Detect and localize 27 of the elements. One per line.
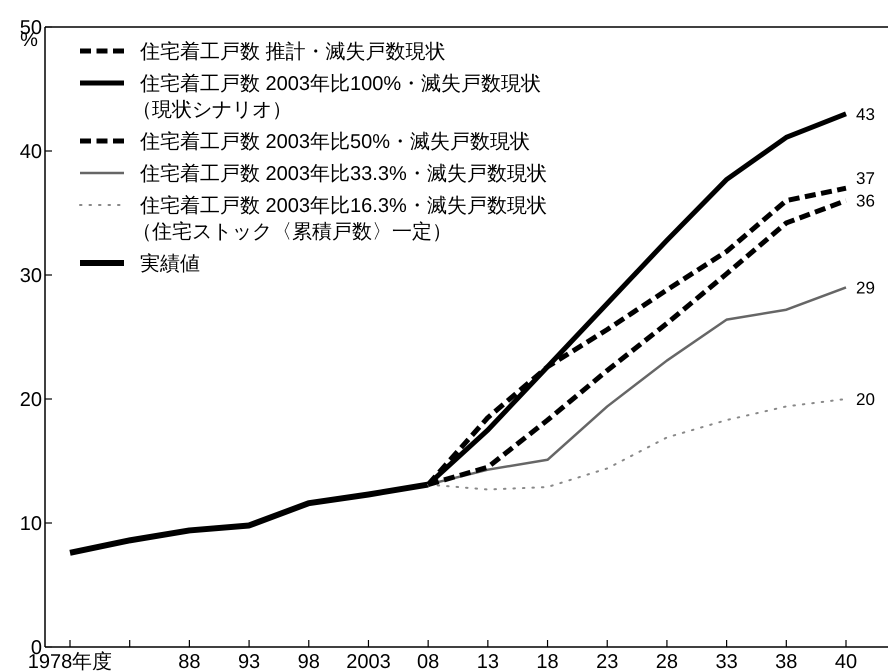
data-label: 20 xyxy=(856,390,875,409)
data-label: 37 xyxy=(856,169,875,188)
data-label: 36 xyxy=(856,192,875,211)
x-tick-label: 33 xyxy=(715,651,738,671)
x-tick-label: 28 xyxy=(656,651,678,671)
data-label: 43 xyxy=(856,104,875,124)
x-tick-label: 38 xyxy=(775,651,798,671)
y-tick-label: 30 xyxy=(20,265,42,287)
x-tick-label: 93 xyxy=(238,651,260,671)
x-tick-label: 13 xyxy=(476,651,499,671)
x-tick-label: 18 xyxy=(536,651,559,671)
x-tick-label: 88 xyxy=(178,651,201,671)
legend-label: 住宅着工戸数 2003年比16.3%・滅失戸数現状（住宅ストック〈累積戸数〉一定） xyxy=(132,194,547,243)
y-tick-label: 20 xyxy=(20,389,42,411)
legend-label: 住宅着工戸数 2003年比50%・滅失戸数現状 xyxy=(139,130,530,153)
x-tick-label: 23 xyxy=(596,651,618,671)
legend-label: 住宅着工戸数 2003年比100%・滅失戸数現状（現状シナリオ） xyxy=(132,72,542,121)
legend-label: 住宅着工戸数 推計・滅失戸数現状 xyxy=(139,40,446,63)
x-tick-label: 40 xyxy=(834,651,858,671)
data-label: 29 xyxy=(856,278,875,298)
legend-label: 実績値 xyxy=(140,252,200,275)
x-tick-label: 08 xyxy=(417,651,440,671)
y-tick-label: 40 xyxy=(20,141,42,163)
legend-label: 住宅着工戸数 2003年比33.3%・滅失戸数現状 xyxy=(139,162,547,185)
x-tick-label: 98 xyxy=(298,651,320,671)
y-tick-label: 10 xyxy=(20,513,42,535)
x-tick-label: 2003 xyxy=(346,651,391,671)
